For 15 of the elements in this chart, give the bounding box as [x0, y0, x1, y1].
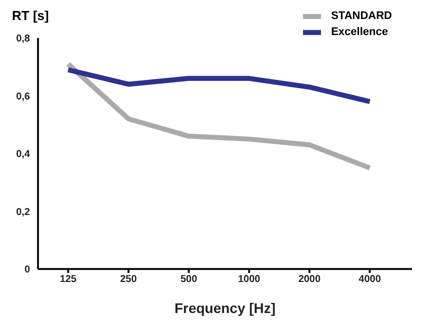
x-tick-label: 1000	[238, 274, 261, 286]
x-tick-label: 250	[120, 274, 138, 286]
legend-label: STANDARD	[331, 10, 392, 22]
x-tick-label: 4000	[358, 274, 382, 286]
y-axis-title: RT [s]	[12, 8, 49, 23]
x-tick-label: 2000	[298, 274, 322, 286]
y-tick-label: 0,8	[16, 34, 30, 45]
x-axis-title: Frequency [Hz]	[174, 300, 276, 316]
x-tick-label: 125	[60, 274, 77, 286]
y-tick-label: 0,2	[16, 206, 30, 218]
y-tick-label: 0,6	[16, 91, 30, 102]
y-tick-label: 0,4	[16, 149, 30, 160]
x-tick-label: 500	[180, 274, 198, 286]
y-tick-label: 0	[24, 264, 30, 276]
legend-label: Excellence	[331, 26, 388, 38]
